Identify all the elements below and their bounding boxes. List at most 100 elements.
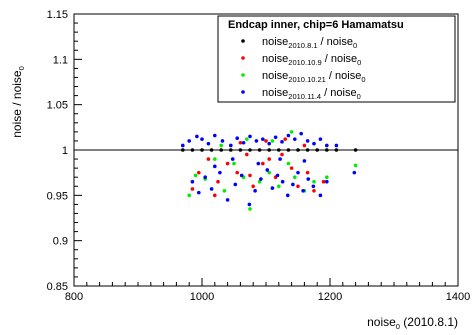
data-point-series-4 <box>280 140 284 144</box>
x-tick-label: 1400 <box>446 291 470 303</box>
data-point-series-2 <box>251 184 255 189</box>
data-point-series-4 <box>334 143 339 148</box>
data-point-series-4 <box>248 134 252 139</box>
x-tick-label: 800 <box>65 291 83 303</box>
data-point-series-4 <box>206 141 211 146</box>
data-point-series-4 <box>239 173 244 178</box>
data-point-series-4 <box>305 139 310 143</box>
data-point-series-4 <box>200 137 204 141</box>
data-point-series-3 <box>353 163 358 168</box>
legend-entry-label: noise2010.10.9 / noise0 <box>262 53 361 67</box>
legend-marker <box>241 73 245 77</box>
data-point-series-4 <box>265 168 270 172</box>
data-point-series-3 <box>222 189 227 193</box>
data-point-series-2 <box>283 137 288 141</box>
data-point-series-4 <box>218 170 222 175</box>
data-point-series-4 <box>302 159 307 163</box>
data-point-series-4 <box>291 182 295 187</box>
data-point-series-4 <box>261 137 265 141</box>
data-point-series-4 <box>197 190 201 195</box>
y-tick-label: 1.05 <box>47 100 68 112</box>
y-axis-title-base: noise / noise <box>10 70 24 138</box>
legend-marker <box>241 56 245 60</box>
legend-box <box>217 15 456 103</box>
x-axis-title: noise0 (2010.8.1) <box>367 315 458 331</box>
legend-entry-label: noise2010.10.21 / noise0 <box>262 70 365 84</box>
data-point-series-1 <box>267 148 272 152</box>
data-point-series-4 <box>241 140 246 145</box>
data-point-series-4 <box>286 133 291 138</box>
data-point-series-2 <box>235 170 239 175</box>
data-point-series-4 <box>229 143 233 148</box>
y-tick-label: 0.95 <box>47 190 68 202</box>
data-point-series-2 <box>248 173 252 178</box>
data-point-series-3 <box>267 170 272 175</box>
x-tick-label: 1200 <box>318 291 342 303</box>
data-point-series-4 <box>311 184 316 189</box>
data-point-series-4 <box>299 131 304 136</box>
data-point-series-2 <box>206 157 211 161</box>
data-point-series-3 <box>187 193 191 198</box>
data-point-series-1 <box>257 148 262 152</box>
data-point-series-4 <box>233 182 238 187</box>
data-point-series-4 <box>301 189 305 193</box>
data-point-series-1 <box>200 148 204 152</box>
data-point-series-3 <box>277 184 281 189</box>
data-point-series-3 <box>245 137 249 141</box>
data-point-series-4 <box>293 137 297 141</box>
data-point-series-1 <box>325 148 329 152</box>
data-point-series-4 <box>203 175 207 179</box>
data-point-series-4 <box>213 133 217 138</box>
data-point-series-4 <box>247 202 252 207</box>
y-axis-title-sub: 0 <box>17 66 26 70</box>
data-point-series-4 <box>267 141 272 146</box>
data-point-series-2 <box>302 143 307 148</box>
svg-text:noise / noise0: noise / noise0 <box>10 66 26 138</box>
data-point-series-2 <box>267 157 272 161</box>
legend-entry-label: noise2010.11.4 / noise0 <box>262 87 361 101</box>
data-point-series-3 <box>232 161 236 166</box>
axis-ticks: 800 1000 1200 1400 0.85 0.9 0.95 1 1.05 1.1 1.15 <box>47 9 471 303</box>
data-point-series-1 <box>209 148 214 152</box>
data-point-series-4 <box>318 193 323 198</box>
plot-area: 800 1000 1200 1400 0.85 0.9 0.95 1 1.05 1.1 1.15 <box>47 9 471 303</box>
data-point-series-2 <box>216 179 220 184</box>
data-point-series-1 <box>296 148 300 152</box>
data-point-series-3 <box>286 161 291 166</box>
data-point-series-3 <box>257 179 262 184</box>
x-tick-label: 1000 <box>190 291 214 303</box>
y-tick-label: 0.85 <box>47 281 68 293</box>
data-point-series-3 <box>213 157 217 161</box>
legend-marker <box>241 90 245 94</box>
y-tick-label: 1 <box>62 145 68 157</box>
data-point-series-4 <box>278 157 282 161</box>
data-point-series-3 <box>289 130 294 134</box>
data-point-series-2 <box>312 189 316 193</box>
data-points <box>181 130 358 211</box>
data-point-series-4 <box>209 187 214 191</box>
data-point-series-4 <box>235 136 239 141</box>
data-point-series-1 <box>248 148 252 152</box>
data-point-series-1 <box>238 148 243 152</box>
data-point-series-4 <box>280 179 285 184</box>
data-point-series-4 <box>230 157 235 161</box>
data-point-series-3 <box>248 207 252 211</box>
x-axis-title-suffix: (2010.8.1) <box>400 315 458 329</box>
data-point-series-1 <box>181 148 185 152</box>
data-point-series-4 <box>254 139 259 143</box>
data-point-series-1 <box>315 148 320 152</box>
data-point-series-2 <box>321 179 326 184</box>
y-tick-label: 0.9 <box>53 236 68 248</box>
data-point-series-4 <box>318 137 323 141</box>
legend-marker <box>241 39 245 43</box>
data-point-series-4 <box>220 139 225 143</box>
data-point-series-2 <box>197 170 201 175</box>
data-point-series-4 <box>253 189 257 193</box>
data-point-series-1 <box>286 148 291 152</box>
data-point-series-3 <box>293 175 297 179</box>
data-point-series-4 <box>213 164 217 169</box>
data-point-series-4 <box>273 135 278 140</box>
y-tick-label: 1.1 <box>53 54 68 66</box>
data-point-series-4 <box>275 173 280 178</box>
